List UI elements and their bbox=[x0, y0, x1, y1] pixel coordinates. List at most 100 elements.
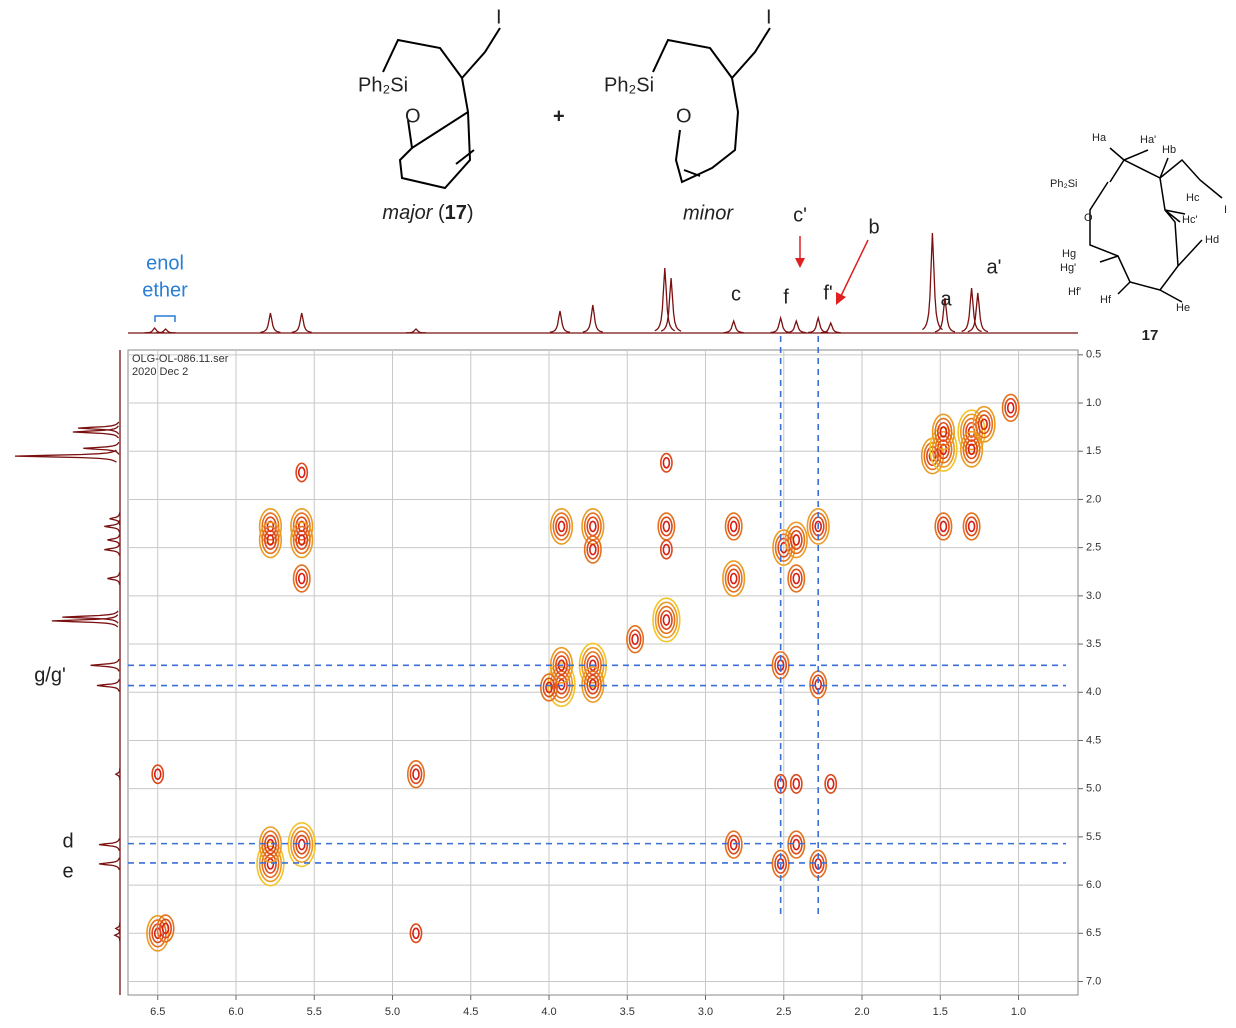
contour-ring bbox=[153, 768, 162, 781]
contour-ring bbox=[787, 525, 806, 555]
cross-peak bbox=[292, 564, 311, 593]
cross-peak bbox=[540, 673, 559, 702]
contour-ring bbox=[161, 922, 170, 935]
cross-peak bbox=[824, 773, 838, 794]
h-label: Hf bbox=[1100, 294, 1112, 306]
contour-ring bbox=[292, 512, 311, 541]
contour-ring bbox=[722, 560, 746, 597]
contour-ring bbox=[729, 838, 738, 851]
iodine: I bbox=[766, 6, 772, 28]
cross-peak bbox=[581, 508, 605, 545]
contour-ring bbox=[729, 520, 738, 533]
contour-ring bbox=[792, 572, 801, 585]
cross-peak bbox=[724, 830, 743, 859]
y-tick-label: 2.5 bbox=[1086, 542, 1101, 554]
y-tick-label: 4.0 bbox=[1086, 686, 1101, 698]
projection-peak bbox=[107, 533, 121, 547]
contour-ring bbox=[959, 413, 984, 451]
cross-peak bbox=[959, 430, 984, 468]
projection-peak bbox=[155, 328, 176, 334]
projection-peak bbox=[808, 315, 829, 334]
contour-ring bbox=[547, 661, 576, 708]
contour-ring bbox=[555, 674, 568, 695]
contour-ring bbox=[264, 834, 277, 855]
projection-peak bbox=[77, 421, 120, 435]
contour-ring bbox=[290, 826, 314, 863]
cross-peak bbox=[547, 661, 576, 708]
arrows bbox=[154, 236, 869, 322]
contour-ring bbox=[557, 678, 566, 691]
projection-peak bbox=[104, 543, 121, 556]
contour-ring bbox=[962, 512, 981, 541]
annotation: a' bbox=[987, 256, 1002, 278]
contour-ring bbox=[297, 466, 306, 479]
silyl: Ph₂Si bbox=[358, 74, 408, 96]
contour-ring bbox=[583, 535, 602, 564]
contour-ring bbox=[552, 670, 571, 699]
contour-ring bbox=[729, 572, 738, 585]
y-tick-label: 5.5 bbox=[1086, 831, 1101, 843]
cross-peak bbox=[962, 512, 981, 541]
contour-ring bbox=[292, 564, 311, 593]
h-label: Hb bbox=[1162, 144, 1176, 156]
contour-ring bbox=[261, 525, 280, 555]
contour-ring bbox=[555, 516, 568, 537]
projection-peak bbox=[660, 277, 682, 332]
projection-peak bbox=[934, 297, 956, 333]
contour-ring bbox=[962, 435, 981, 464]
h-label: Hg bbox=[1062, 248, 1076, 260]
cross-peak bbox=[549, 508, 574, 545]
contour-ring bbox=[965, 516, 978, 537]
cross-peak bbox=[787, 830, 806, 859]
h-label: Hc bbox=[1186, 192, 1200, 204]
major-structure: Ph₂Si O I major (17) bbox=[358, 6, 502, 224]
cross-peak bbox=[256, 841, 285, 887]
contour-ring bbox=[589, 543, 597, 556]
contour-ring bbox=[727, 568, 741, 589]
projection-peak bbox=[114, 922, 121, 935]
contour-ring bbox=[727, 834, 741, 855]
contour-ring bbox=[939, 426, 948, 438]
projection-peak bbox=[820, 321, 841, 334]
y-tick-label: 0.5 bbox=[1086, 349, 1101, 361]
silyl: Ph₂Si bbox=[604, 74, 654, 96]
cross-peak bbox=[784, 521, 808, 559]
contour-ring bbox=[409, 923, 423, 944]
cross-peak bbox=[657, 512, 676, 541]
contour-ring bbox=[287, 821, 316, 868]
cross-peak bbox=[722, 560, 746, 597]
cross-peak bbox=[290, 508, 314, 545]
contour-ring bbox=[295, 834, 309, 855]
annotation: c bbox=[731, 283, 741, 305]
contour-ring bbox=[662, 457, 671, 469]
h-label: Ha bbox=[1092, 132, 1107, 144]
projection-peak bbox=[104, 520, 121, 533]
contour-ring bbox=[662, 614, 671, 626]
contour-ring bbox=[934, 417, 953, 447]
contour-ring bbox=[626, 625, 645, 654]
annotation: g/g' bbox=[34, 664, 66, 686]
annotation: f bbox=[783, 286, 789, 308]
contour-ring bbox=[923, 441, 942, 471]
projection-peak bbox=[62, 610, 119, 624]
contour-ring bbox=[146, 914, 170, 952]
contour-ring bbox=[586, 516, 600, 537]
plot-frame bbox=[127, 349, 1079, 996]
y-tick-label: 1.5 bbox=[1086, 445, 1101, 457]
contour-ring bbox=[555, 655, 568, 676]
contour-ring bbox=[1006, 402, 1015, 414]
contour-ring bbox=[292, 525, 311, 555]
contour-ring bbox=[774, 773, 788, 794]
projection-peak bbox=[723, 318, 744, 334]
contour-ring bbox=[264, 529, 277, 550]
contour-ring bbox=[258, 508, 283, 545]
contour-ring bbox=[261, 849, 280, 879]
contour-ring bbox=[654, 601, 678, 639]
y-tick-label: 3.5 bbox=[1086, 638, 1101, 650]
cross-peak bbox=[295, 462, 309, 483]
contour-ring bbox=[724, 564, 743, 593]
cross-peak bbox=[151, 764, 165, 785]
caption: major (17) bbox=[382, 202, 473, 224]
cross-peak bbox=[626, 625, 645, 654]
cross-peak bbox=[258, 521, 283, 559]
